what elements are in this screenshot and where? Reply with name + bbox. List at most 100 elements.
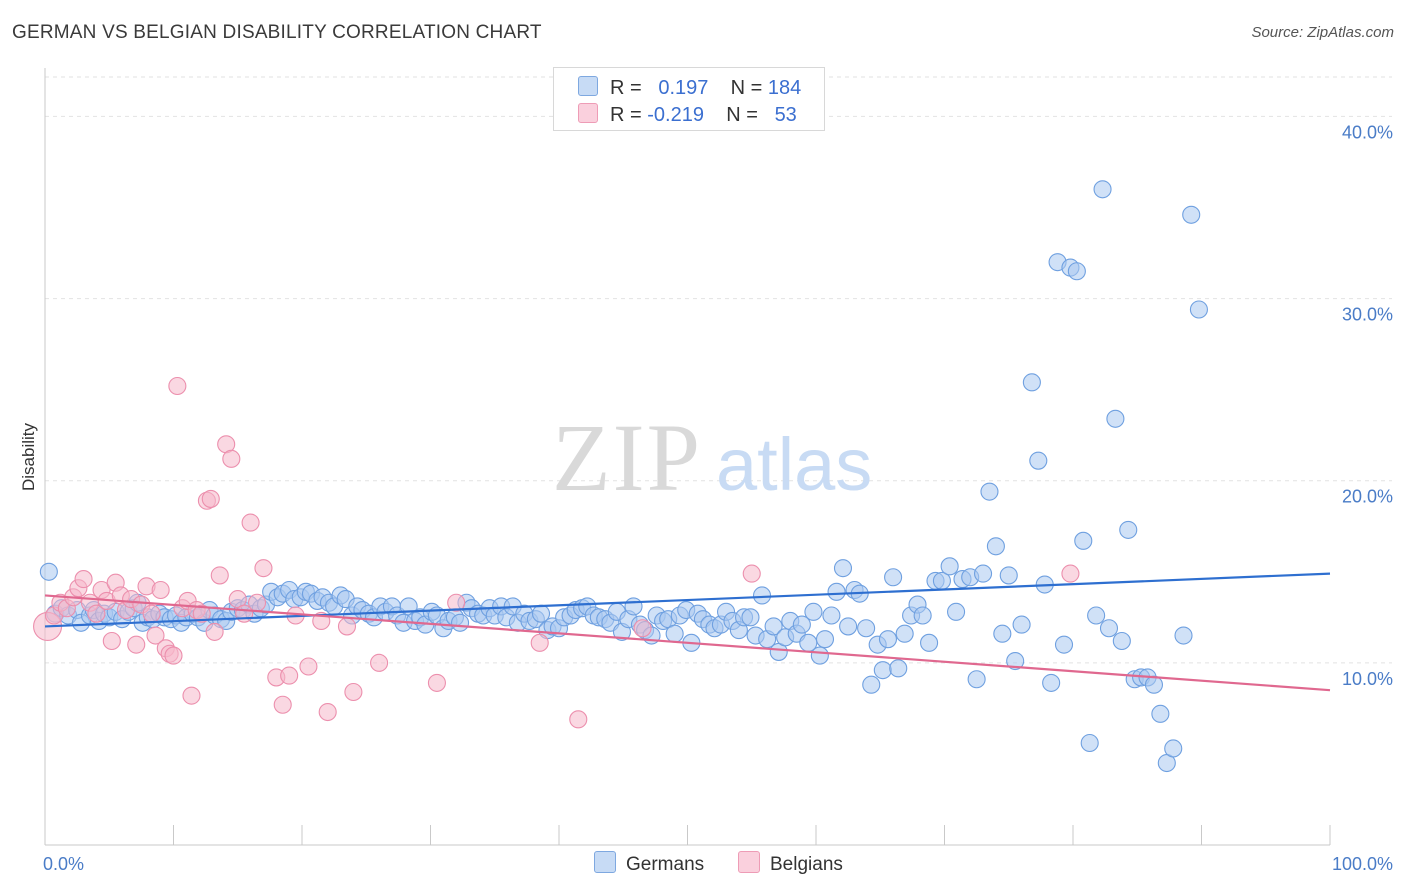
point-germans <box>940 557 959 576</box>
point-germans <box>947 602 966 621</box>
series-belgians <box>33 376 1080 729</box>
point-germans <box>1087 606 1106 625</box>
legend-n-value-belgians: 53 <box>774 104 797 126</box>
legend-item-germans: Germans <box>594 851 704 876</box>
point-belgians <box>530 633 549 652</box>
legend-swatch-belgians <box>738 851 760 873</box>
point-germans <box>665 624 684 643</box>
point-germans <box>1099 619 1119 638</box>
point-germans <box>878 630 898 649</box>
point-germans <box>39 562 58 581</box>
correlation-legend: R = 0.197 N = 184 R = -0.219 N = 53 <box>553 67 825 131</box>
point-germans <box>1164 739 1183 758</box>
point-germans <box>804 602 823 621</box>
legend-swatch-germans <box>578 76 598 96</box>
trend-line-belgians <box>44 594 1331 692</box>
point-germans <box>833 559 853 578</box>
point-germans <box>873 661 892 680</box>
watermark-atlas: atlas <box>716 423 872 506</box>
point-belgians <box>318 702 337 722</box>
legend-n-value-germans: 184 <box>767 77 802 99</box>
point-belgians <box>742 564 761 583</box>
grid-lines <box>45 76 1392 664</box>
legend-r-value-belgians: -0.219 <box>647 104 704 126</box>
point-belgians <box>168 376 187 396</box>
legend-swatch-germans <box>594 851 616 873</box>
point-germans <box>967 670 986 689</box>
legend-n-label: N = <box>726 104 758 126</box>
point-germans <box>1189 300 1208 319</box>
point-germans <box>920 633 939 652</box>
point-belgians <box>182 686 201 705</box>
legend-label-germans: Germans <box>626 854 705 875</box>
point-germans <box>862 675 881 694</box>
point-belgians <box>201 489 220 508</box>
y-tick-labels: 10.0% 20.0% 30.0% 40.0% <box>1342 122 1393 688</box>
point-belgians <box>146 626 165 645</box>
trend-lines <box>44 572 1331 692</box>
legend-n-label: N = <box>730 77 763 99</box>
legend-item-belgians: Belgians <box>738 851 843 876</box>
point-germans <box>624 597 643 616</box>
legend-row-germans: R = 0.197 N = 184 <box>578 76 801 100</box>
point-belgians <box>87 604 106 623</box>
point-belgians <box>74 570 93 589</box>
watermark-zip: ZIP <box>552 404 702 511</box>
point-germans <box>884 568 903 587</box>
point-germans <box>1182 205 1201 224</box>
point-germans <box>1093 180 1112 199</box>
x-tick-label: 0.0% <box>43 854 84 874</box>
point-germans <box>1080 733 1099 753</box>
point-germans <box>764 617 783 636</box>
point-germans <box>839 617 858 636</box>
point-germans <box>986 537 1005 556</box>
point-belgians <box>164 646 183 665</box>
point-germans <box>810 646 829 665</box>
y-axis-label: Disability <box>19 422 38 491</box>
point-belgians <box>247 593 267 612</box>
y-tick-label: 20.0% <box>1342 487 1393 507</box>
point-belgians <box>299 657 318 676</box>
point-belgians <box>337 617 357 636</box>
x-tick-label: 100.0% <box>1332 854 1393 874</box>
point-belgians <box>151 580 170 600</box>
point-germans <box>1106 409 1125 428</box>
point-germans <box>1074 531 1093 550</box>
point-belgians <box>102 631 121 651</box>
point-germans <box>913 606 932 625</box>
series-legend: Germans Belgians <box>0 851 1406 879</box>
point-belgians <box>241 513 260 532</box>
point-germans <box>792 615 811 634</box>
point-belgians <box>1061 564 1080 583</box>
point-germans <box>895 624 914 643</box>
point-belgians <box>142 604 161 623</box>
point-germans <box>741 608 760 627</box>
point-germans <box>451 613 470 632</box>
point-germans <box>980 482 999 501</box>
point-germans <box>1112 631 1131 651</box>
point-germans <box>1119 520 1138 539</box>
y-tick-label: 30.0% <box>1342 305 1393 325</box>
point-belgians <box>273 695 292 714</box>
legend-r-label: R = <box>610 104 642 126</box>
point-belgians <box>344 682 363 702</box>
point-germans <box>1054 635 1074 654</box>
point-germans <box>1174 626 1193 645</box>
point-belgians <box>222 449 241 468</box>
point-germans <box>993 624 1012 643</box>
point-belgians <box>210 566 229 585</box>
point-germans <box>1042 673 1061 692</box>
point-germans <box>973 564 993 583</box>
chart-title: GERMAN VS BELGIAN DISABILITY CORRELATION… <box>12 22 542 43</box>
point-germans <box>1022 373 1041 392</box>
point-germans <box>1151 704 1170 723</box>
axes <box>44 68 1331 846</box>
point-germans <box>827 582 846 601</box>
point-germans <box>1006 651 1025 671</box>
x-tick-labels: 0.0% 100.0% <box>43 854 1393 874</box>
source-credit: Source: ZipAtlas.com <box>1251 24 1394 41</box>
legend-r-label: R = <box>610 77 642 99</box>
legend-swatch-belgians <box>578 103 598 123</box>
point-belgians <box>192 604 211 623</box>
legend-label-belgians: Belgians <box>770 854 843 875</box>
